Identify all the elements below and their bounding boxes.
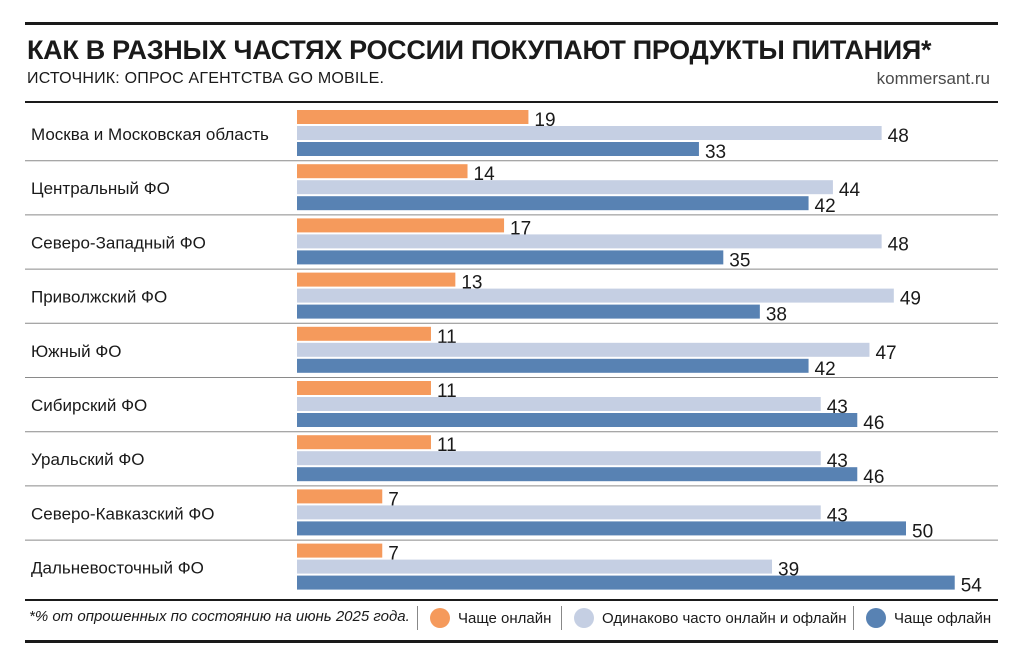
bar-offline bbox=[297, 304, 760, 319]
bar-equal bbox=[297, 180, 833, 195]
source-credit: kommersant.ru bbox=[876, 69, 990, 88]
bar-equal bbox=[297, 342, 870, 357]
legend-separator bbox=[417, 606, 418, 630]
data-label-equal: 48 bbox=[888, 234, 909, 255]
bar-offline bbox=[297, 467, 858, 482]
data-label-offline: 42 bbox=[815, 359, 836, 380]
category-label: Южный ФО bbox=[31, 342, 122, 361]
bar-equal bbox=[297, 559, 773, 574]
bar-online bbox=[297, 489, 383, 504]
chart-title: КАК В РАЗНЫХ ЧАСТЯХ РОССИИ ПОКУПАЮТ ПРОД… bbox=[27, 35, 932, 65]
legend-item-online: Чаще онлайн bbox=[417, 605, 551, 631]
bar-equal bbox=[297, 234, 882, 249]
legend-separator bbox=[853, 606, 854, 630]
legend-swatch-online bbox=[430, 608, 450, 628]
bar-offline bbox=[297, 413, 858, 427]
data-label-equal: 43 bbox=[827, 505, 848, 526]
data-label-offline: 35 bbox=[729, 250, 750, 271]
bar-online bbox=[297, 272, 456, 287]
legend-item-offline: Чаще офлайн bbox=[853, 605, 991, 631]
data-label-online: 11 bbox=[437, 435, 457, 456]
top-rule bbox=[25, 22, 998, 25]
category-label: Северо-Кавказский ФО bbox=[31, 504, 214, 523]
bar-offline bbox=[297, 575, 955, 590]
data-label-equal: 47 bbox=[875, 343, 896, 364]
bar-online bbox=[297, 435, 431, 450]
bottom-rule bbox=[25, 599, 998, 601]
data-label-offline: 46 bbox=[863, 413, 884, 434]
bar-online bbox=[297, 164, 468, 179]
data-label-equal: 49 bbox=[900, 289, 921, 310]
data-label-offline: 42 bbox=[815, 196, 836, 217]
data-label-online: 11 bbox=[437, 327, 457, 348]
chart-subtitle: ИСТОЧНИК: ОПРОС АГЕНТСТВА GO MOBILE. bbox=[27, 70, 385, 87]
bar-online bbox=[297, 543, 383, 558]
category-label: Москва и Московская область bbox=[31, 125, 269, 144]
bar-online bbox=[297, 218, 505, 233]
data-label-equal: 43 bbox=[827, 397, 848, 418]
bar-equal bbox=[297, 126, 882, 140]
data-label-equal: 48 bbox=[888, 126, 909, 147]
category-label: Северо-Западный ФО bbox=[31, 233, 206, 252]
data-label-online: 17 bbox=[510, 218, 531, 239]
category-label: Дальневосточный ФО bbox=[31, 559, 204, 578]
legend-swatch-offline bbox=[866, 608, 886, 628]
data-label-offline: 54 bbox=[961, 576, 983, 597]
data-label-equal: 43 bbox=[827, 451, 848, 472]
header-rule bbox=[25, 101, 998, 103]
data-label-offline: 38 bbox=[766, 305, 787, 326]
category-label: Приволжский ФО bbox=[31, 288, 167, 307]
category-label: Уральский ФО bbox=[31, 450, 145, 469]
data-label-equal: 39 bbox=[778, 560, 799, 581]
legend-swatch-equal bbox=[574, 608, 594, 628]
data-label-online: 13 bbox=[461, 273, 482, 294]
category-label: Сибирский ФО bbox=[31, 396, 147, 415]
bar-equal bbox=[297, 288, 894, 303]
bar-offline bbox=[297, 358, 809, 373]
legend-separator bbox=[561, 606, 562, 630]
data-label-offline: 33 bbox=[705, 142, 726, 163]
data-label-online: 7 bbox=[388, 489, 399, 510]
legend-label-offline: Чаще офлайн bbox=[894, 609, 992, 627]
footnote: *% от опрошенных по состоянию на июнь 20… bbox=[29, 608, 410, 625]
bar-online bbox=[297, 326, 431, 341]
data-label-equal: 44 bbox=[839, 180, 861, 201]
data-label-online: 7 bbox=[388, 544, 399, 565]
data-label-online: 11 bbox=[437, 381, 457, 402]
data-label-offline: 50 bbox=[912, 521, 933, 542]
legend-label-equal: Одинаково часто онлайн и офлайн bbox=[602, 609, 847, 627]
category-label: Центральный ФО bbox=[31, 179, 170, 198]
end-rule bbox=[25, 640, 998, 643]
bar-offline bbox=[297, 196, 809, 211]
data-label-online: 14 bbox=[474, 164, 496, 185]
legend-label-online: Чаще онлайн bbox=[458, 609, 552, 627]
legend-item-equal: Одинаково часто онлайн и офлайн bbox=[561, 605, 847, 631]
bar-offline bbox=[297, 250, 724, 265]
bar-chart: Москва и Московская область 19 48 33 Централ… bbox=[25, 110, 998, 597]
bar-offline bbox=[297, 142, 699, 156]
bar-offline bbox=[297, 521, 906, 536]
bar-online bbox=[297, 381, 431, 395]
bar-online bbox=[297, 110, 529, 124]
bar-equal bbox=[297, 397, 821, 411]
bar-equal bbox=[297, 505, 821, 520]
data-label-offline: 46 bbox=[863, 467, 884, 488]
data-label-online: 19 bbox=[534, 110, 555, 131]
bar-equal bbox=[297, 451, 821, 466]
